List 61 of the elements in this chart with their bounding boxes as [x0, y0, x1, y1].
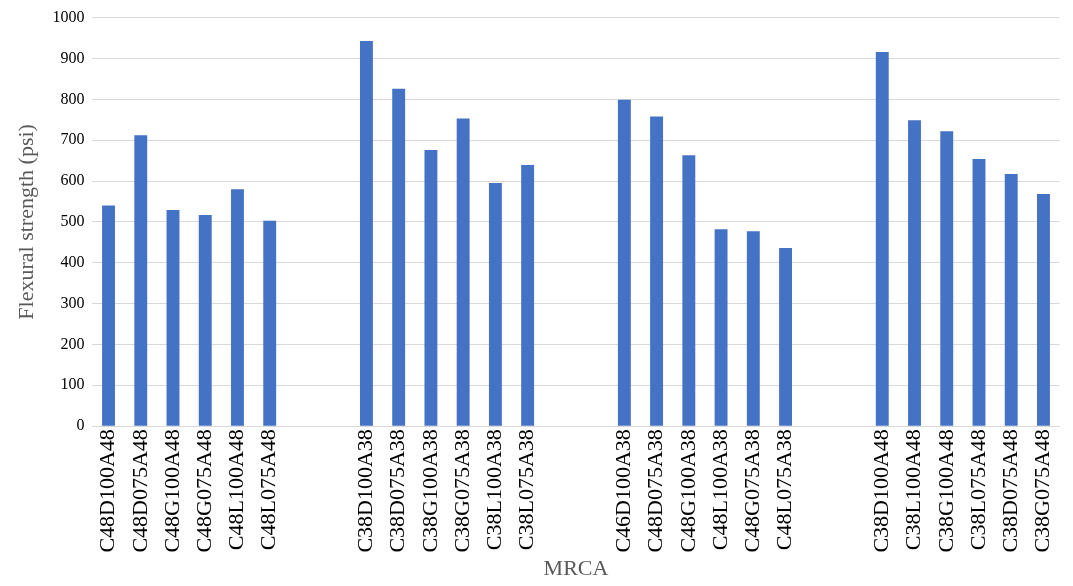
x-tick-label: C48L075A48	[255, 429, 281, 551]
y-tick-label: 400	[60, 252, 85, 270]
x-tick-label: C38G075A38	[448, 429, 474, 553]
bar	[1037, 194, 1050, 426]
x-tick-label: C46D100A38	[610, 429, 636, 553]
x-tick-label: C48L100A38	[706, 429, 732, 551]
y-tick-label: 700	[60, 130, 85, 148]
y-tick-label: 600	[60, 171, 85, 189]
x-tick-label: C38L100A48	[900, 429, 926, 551]
y-axis-title: Flexural strength (psi)	[12, 124, 38, 320]
bar	[875, 51, 889, 426]
bar	[263, 220, 277, 426]
x-tick-label: C38D075A48	[997, 429, 1023, 553]
bar	[940, 131, 954, 426]
y-tick-label: 300	[60, 293, 85, 311]
x-tick-label: C38D075A38	[384, 429, 410, 553]
x-tick-label: C48G075A38	[739, 429, 765, 553]
bar	[714, 229, 728, 426]
bar	[908, 120, 921, 426]
y-tick-label: 900	[60, 48, 85, 66]
bar	[134, 135, 148, 426]
x-tick-label: C48L075A38	[771, 429, 797, 551]
bar	[682, 155, 696, 426]
bar	[488, 183, 502, 426]
bar	[198, 214, 212, 426]
bar	[617, 99, 631, 426]
bar	[424, 149, 438, 426]
y-tick-label: 0	[76, 416, 85, 434]
y-tick-label: 800	[60, 89, 85, 107]
bar	[650, 116, 664, 426]
x-axis-title: MRCA	[543, 554, 609, 580]
y-tick-label: 500	[60, 212, 85, 230]
x-tick-label: C38L100A38	[481, 429, 507, 551]
bar	[779, 248, 792, 426]
bar	[231, 189, 244, 426]
x-tick-label: C48G100A48	[158, 429, 184, 553]
bar	[102, 205, 115, 426]
x-tick-label: C48D075A48	[126, 429, 152, 553]
bar	[746, 231, 760, 426]
bar	[972, 158, 986, 426]
x-tick-label: C38G100A38	[416, 429, 442, 553]
y-tick-label: 200	[60, 334, 85, 352]
bar	[392, 88, 406, 426]
y-tick-label: 100	[60, 375, 85, 393]
x-tick-label: C48D100A48	[94, 429, 120, 553]
x-tick-label: C48G100A38	[674, 429, 700, 553]
bar	[521, 165, 535, 426]
bar	[1004, 174, 1018, 426]
bar	[359, 40, 373, 426]
x-tick-label: C48L100A48	[223, 429, 249, 551]
bar	[456, 118, 470, 426]
y-tick-label: 1000	[52, 7, 85, 25]
x-tick-label: C48G075A48	[191, 429, 217, 553]
bar	[166, 210, 180, 426]
x-tick-label: C38G100A48	[932, 429, 958, 553]
x-tick-label: C38D100A48	[868, 429, 894, 553]
x-tick-label: C38L075A48	[964, 429, 990, 551]
x-tick-label: C38L075A38	[513, 429, 539, 551]
x-tick-label: C38G075A48	[1029, 429, 1055, 553]
x-tick-label: C48D075A38	[642, 429, 668, 553]
x-tick-label: C38D100A38	[352, 429, 378, 553]
